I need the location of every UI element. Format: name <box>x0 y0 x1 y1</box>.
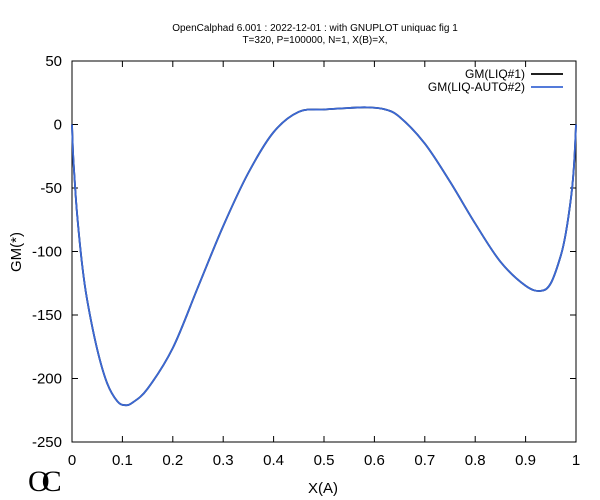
legend-label-series-2: GM(LIQ-AUTO#2) <box>428 80 525 94</box>
legend-label-series-1: GM(LIQ#1) <box>465 67 525 81</box>
chart-title-line2: T=320, P=100000, N=1, X(B)=X, <box>242 35 387 46</box>
x-tick-label: 0.6 <box>364 452 385 469</box>
x-axis: 0 0.1 0.2 0.3 0.4 0.5 0.6 0.7 0.8 0.9 1 <box>68 61 580 469</box>
oc-logo: OC <box>28 465 61 498</box>
series-line-2 <box>71 106 577 407</box>
y-tick-label: -50 <box>40 180 62 197</box>
y-tick-label: -200 <box>32 371 62 388</box>
x-tick-label: 0.4 <box>263 452 284 469</box>
x-tick-label: 0 <box>68 452 76 469</box>
y-tick-label: 0 <box>54 117 62 134</box>
y-tick-label: -150 <box>32 307 62 324</box>
x-tick-label: 1 <box>572 452 580 469</box>
series-group <box>71 106 577 407</box>
y-axis: 50 0 -50 -100 -150 -200 -250 <box>32 53 576 451</box>
x-axis-label: X(A) <box>308 480 338 497</box>
y-axis-label: GM(*) <box>8 232 25 272</box>
x-tick-label: 0.2 <box>162 452 183 469</box>
x-tick-label: 0.8 <box>465 452 486 469</box>
x-tick-label: 0.3 <box>213 452 234 469</box>
y-tick-label: -100 <box>32 244 62 261</box>
x-tick-label: 0.5 <box>314 452 335 469</box>
chart-title-line1: OpenCalphad 6.001 : 2022-12-01 : with GN… <box>172 23 458 34</box>
plot-frame <box>71 60 577 443</box>
y-tick-label: 50 <box>45 53 62 70</box>
x-tick-label: 0.7 <box>414 452 435 469</box>
series-line-1 <box>71 106 577 407</box>
y-tick-label: -250 <box>32 434 62 451</box>
x-tick-label: 0.1 <box>112 452 133 469</box>
x-tick-label: 0.9 <box>515 452 536 469</box>
legend: GM(LIQ#1) GM(LIQ-AUTO#2) <box>428 67 563 94</box>
